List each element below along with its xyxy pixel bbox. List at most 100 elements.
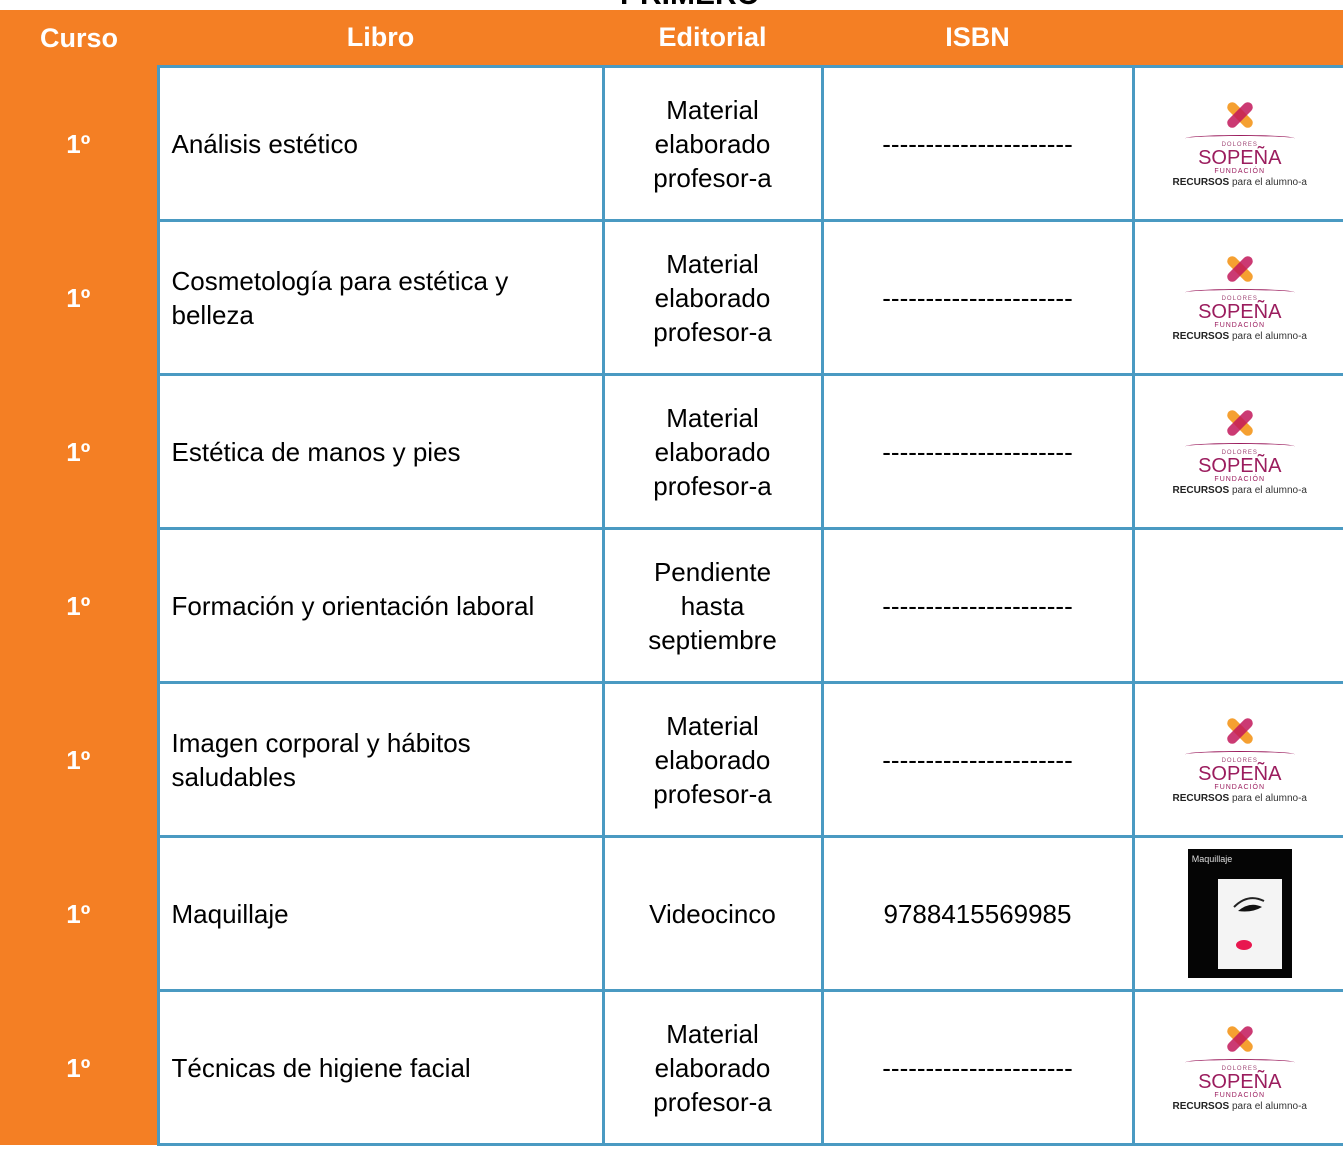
- curso-cell: 1º: [0, 374, 160, 529]
- logo-mark: [1226, 255, 1253, 282]
- sopena-logo: DOLORES SOPEÑA FUNDACIÓN RECURSOS para el a…: [1172, 249, 1307, 342]
- curso-cell: 1º: [0, 220, 160, 375]
- table-row: 1º Maquillaje Videocinco 9788415569985 Maqui…: [0, 835, 1343, 992]
- image-cell: DOLORES SOPEÑA FUNDACIÓN RECURSOS para el a…: [1131, 65, 1343, 222]
- logo-sub: FUNDACIÓN: [1214, 1091, 1266, 1099]
- isbn-cell: ----------------------: [820, 681, 1135, 838]
- editorial-cell: Pendiente hasta septiembre: [601, 527, 824, 684]
- editorial-cell: Material elaborado profesor-a: [601, 373, 824, 530]
- logo-arc: [1184, 134, 1295, 142]
- libro-cell: Estética de manos y pies: [156, 373, 605, 530]
- image-cell: DOLORES SOPEÑA FUNDACIÓN RECURSOS para el a…: [1131, 681, 1343, 838]
- logo-name: SOPEÑA: [1198, 1070, 1282, 1093]
- cover-art: [1217, 879, 1282, 969]
- logo-top: DOLORES: [1221, 141, 1258, 148]
- libro-cell: Análisis estético: [156, 65, 605, 222]
- logo-top: DOLORES: [1221, 295, 1258, 302]
- logo-name: SOPEÑA: [1198, 454, 1282, 477]
- logo-arc: [1184, 1058, 1295, 1066]
- logo-caption-bold: RECURSOS: [1172, 792, 1230, 804]
- libro-cell: Maquillaje: [156, 835, 605, 992]
- logo-caption: RECURSOS para el alumno-a: [1172, 1100, 1307, 1112]
- image-cell: DOLORES SOPEÑA FUNDACIÓN RECURSOS para el a…: [1131, 373, 1343, 530]
- logo-name: SOPEÑA: [1198, 300, 1282, 323]
- header-cell: [1133, 10, 1343, 67]
- sopena-logo: DOLORES SOPEÑA FUNDACIÓN RECURSOS para el a…: [1172, 711, 1307, 804]
- isbn-cell: 9788415569985: [820, 835, 1135, 992]
- isbn-cell: ----------------------: [820, 65, 1135, 222]
- logo-caption-text: para el alumno-a: [1231, 1100, 1307, 1112]
- isbn-cell: ----------------------: [820, 373, 1135, 530]
- table-body: 1º Análisis estético Material elaborado pr…: [0, 65, 1343, 1146]
- editorial-cell: Material elaborado profesor-a: [601, 989, 824, 1146]
- image-cell: Maquillaje: [1131, 835, 1343, 992]
- isbn-cell: ----------------------: [820, 527, 1135, 684]
- table-row: 1º Imagen corporal y hábitos saludables Ma…: [0, 681, 1343, 838]
- logo-caption: RECURSOS para el alumno-a: [1172, 330, 1307, 342]
- table-row: 1º Técnicas de higiene facial Material ela…: [0, 989, 1343, 1146]
- logo-sub: FUNDACIÓN: [1214, 783, 1266, 791]
- sopena-logo: DOLORES SOPEÑA FUNDACIÓN RECURSOS para el a…: [1172, 403, 1307, 496]
- logo-caption: RECURSOS para el alumno-a: [1172, 792, 1307, 804]
- table-row: 1º Estética de manos y pies Material elabo…: [0, 373, 1343, 530]
- logo-caption-bold: RECURSOS: [1172, 176, 1230, 188]
- logo-name: SOPEÑA: [1198, 762, 1282, 785]
- libro-cell: Técnicas de higiene facial: [156, 989, 605, 1146]
- logo-arc: [1184, 442, 1295, 450]
- sopena-logo: DOLORES SOPEÑA FUNDACIÓN RECURSOS para el a…: [1172, 1019, 1307, 1112]
- table-row: 1º Cosmetología para estética y belleza Ma…: [0, 219, 1343, 376]
- curso-cell: 1º: [0, 66, 160, 221]
- header-cell: ISBN: [822, 10, 1133, 67]
- book-table: Curso Libro Editorial ISBN 1º Análisis es…: [0, 10, 1343, 1146]
- curso-cell: 1º: [0, 836, 160, 991]
- book-cover: Maquillaje: [1187, 849, 1292, 978]
- editorial-cell: Material elaborado profesor-a: [601, 681, 824, 838]
- logo-top: DOLORES: [1221, 757, 1258, 764]
- editorial-cell: Videocinco: [601, 835, 824, 992]
- header-cell: Curso: [0, 10, 158, 67]
- image-cell: [1131, 527, 1343, 684]
- logo-caption-text: para el alumno-a: [1231, 484, 1307, 496]
- logo-caption: RECURSOS para el alumno-a: [1172, 176, 1307, 188]
- image-cell: DOLORES SOPEÑA FUNDACIÓN RECURSOS para el a…: [1131, 989, 1343, 1146]
- sopena-logo: DOLORES SOPEÑA FUNDACIÓN RECURSOS para el a…: [1172, 95, 1307, 188]
- logo-sub: FUNDACIÓN: [1214, 475, 1266, 483]
- logo-mark: [1226, 101, 1253, 128]
- logo-caption-bold: RECURSOS: [1172, 330, 1230, 342]
- logo-top: DOLORES: [1221, 449, 1258, 456]
- page-title: PRIMERO: [0, 0, 1343, 12]
- logo-caption-text: para el alumno-a: [1231, 176, 1307, 188]
- libro-cell: Imagen corporal y hábitos saludables: [156, 681, 605, 838]
- logo-arc: [1184, 750, 1295, 758]
- logo-caption: RECURSOS para el alumno-a: [1172, 484, 1307, 496]
- libro-cell: Cosmetología para estética y belleza: [156, 219, 605, 376]
- curso-cell: 1º: [0, 990, 160, 1145]
- table-row: 1º Formación y orientación laboral Pendien…: [0, 527, 1343, 684]
- logo-arc: [1184, 288, 1295, 296]
- isbn-cell: ----------------------: [820, 989, 1135, 1146]
- header-cell: Libro: [158, 10, 603, 67]
- logo-sub: FUNDACIÓN: [1214, 167, 1266, 175]
- header-row: Curso Libro Editorial ISBN: [0, 10, 1343, 67]
- logo-caption-bold: RECURSOS: [1172, 484, 1230, 496]
- libro-cell: Formación y orientación laboral: [156, 527, 605, 684]
- logo-caption-text: para el alumno-a: [1231, 792, 1307, 804]
- curso-cell: 1º: [0, 528, 160, 683]
- logo-caption-text: para el alumno-a: [1231, 330, 1307, 342]
- logo-sub: FUNDACIÓN: [1214, 321, 1266, 329]
- editorial-cell: Material elaborado profesor-a: [601, 65, 824, 222]
- cover-title: Maquillaje: [1191, 854, 1233, 864]
- curso-cell: 1º: [0, 682, 160, 837]
- header-cell: Editorial: [603, 10, 822, 67]
- logo-mark: [1226, 409, 1253, 436]
- logo-top: DOLORES: [1221, 1065, 1258, 1072]
- isbn-cell: ----------------------: [820, 219, 1135, 376]
- editorial-cell: Material elaborado profesor-a: [601, 219, 824, 376]
- image-cell: DOLORES SOPEÑA FUNDACIÓN RECURSOS para el a…: [1131, 219, 1343, 376]
- logo-mark: [1226, 717, 1253, 744]
- logo-caption-bold: RECURSOS: [1172, 1100, 1230, 1112]
- logo-mark: [1226, 1025, 1253, 1052]
- table-row: 1º Análisis estético Material elaborado pr…: [0, 65, 1343, 222]
- logo-name: SOPEÑA: [1198, 146, 1282, 169]
